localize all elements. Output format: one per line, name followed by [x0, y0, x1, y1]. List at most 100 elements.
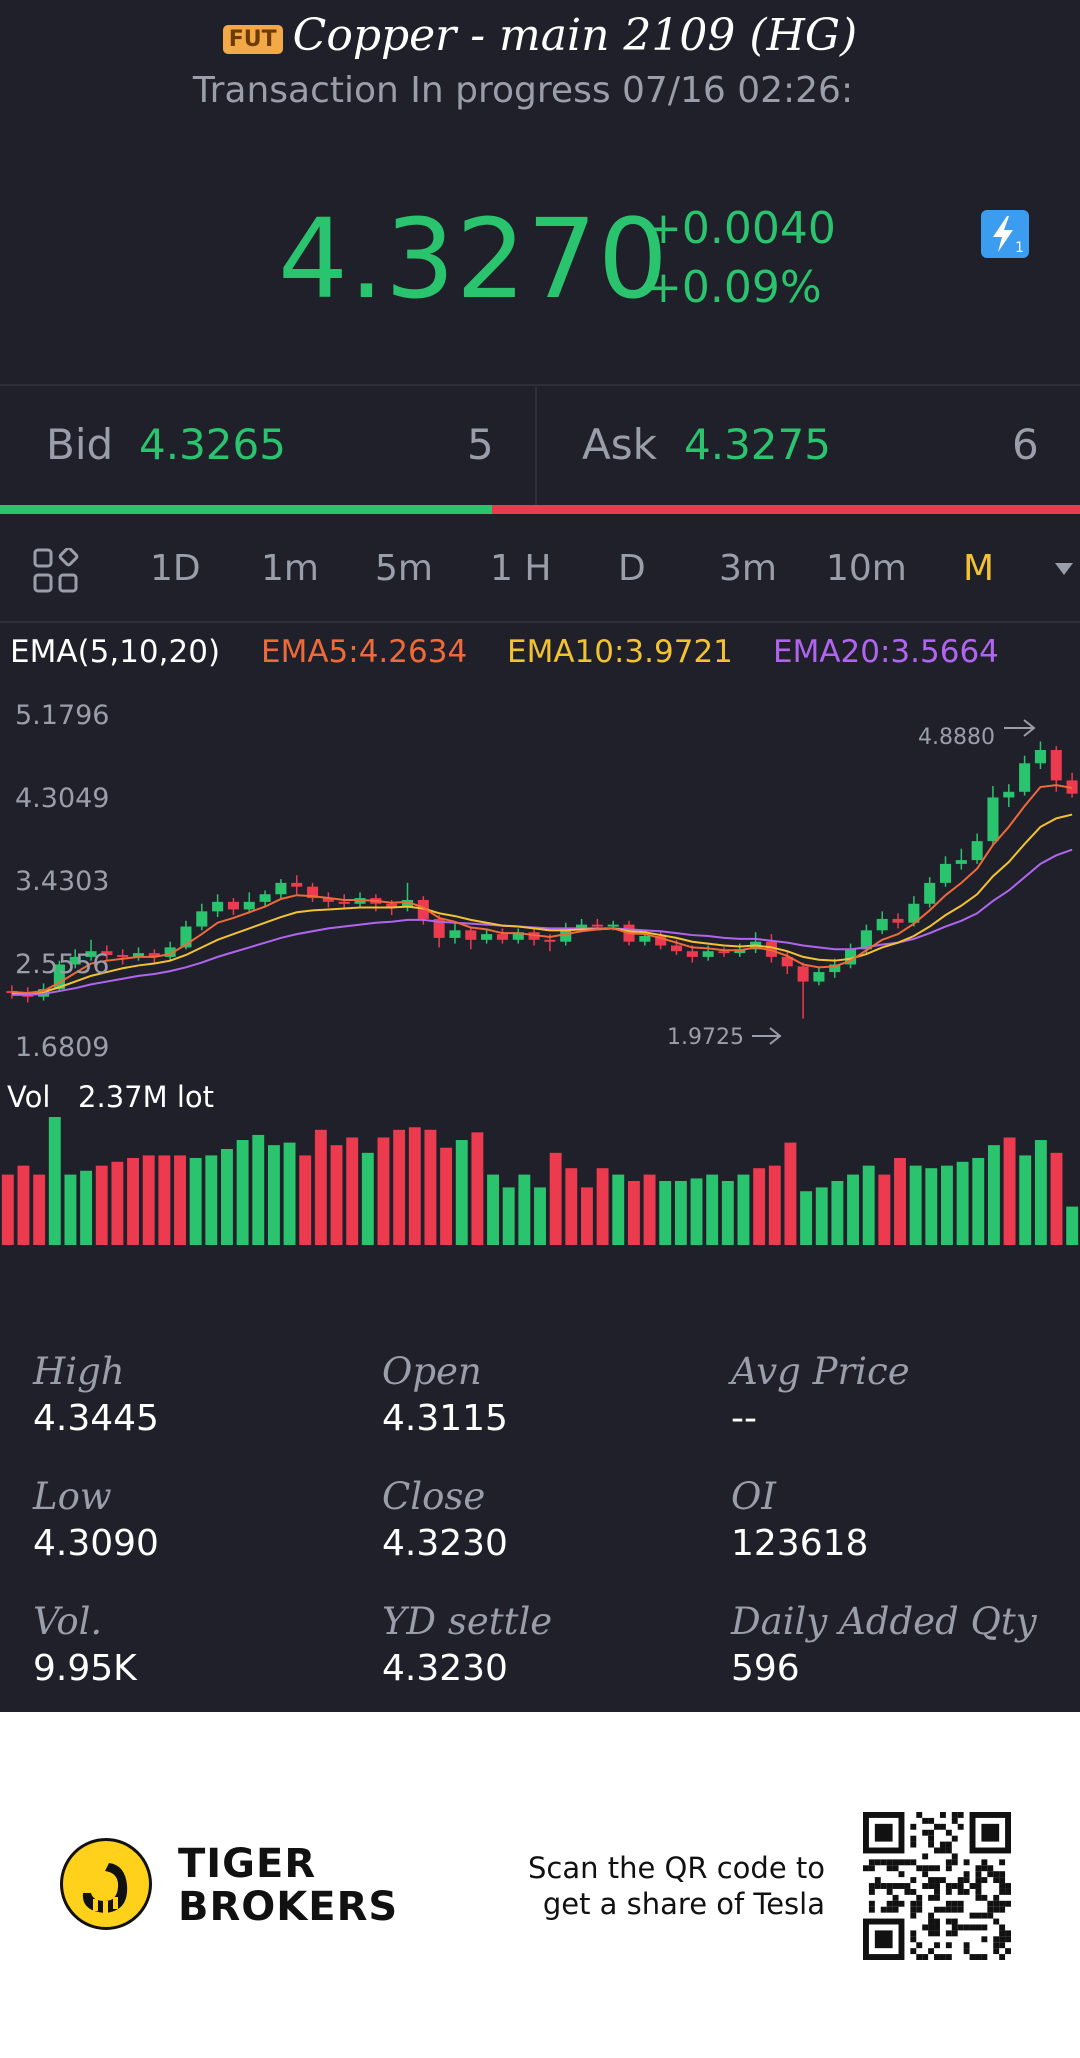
price-change-percent: +0.09% — [645, 262, 822, 313]
ask-quantity: 6 — [1012, 420, 1039, 469]
volume-bar — [612, 1174, 625, 1245]
volume-bar — [487, 1174, 499, 1245]
stat-low-label: Low — [33, 1475, 112, 1518]
stat-daily-added-value: 596 — [731, 1648, 800, 1689]
candle-body — [481, 934, 493, 940]
tab-1h[interactable]: 1 H — [490, 548, 552, 589]
volume-bar — [862, 1165, 875, 1245]
candle-body — [1034, 750, 1046, 764]
arrow-right-icon — [752, 1027, 782, 1045]
volume-bar — [1034, 1140, 1047, 1245]
volume-bar — [800, 1191, 813, 1245]
ema-indicator-label[interactable]: EMA(5,10,20) — [10, 634, 221, 670]
y-tick-label: 1.6809 — [15, 1032, 109, 1063]
volume-bar — [643, 1174, 656, 1245]
bid-label: Bid — [46, 420, 114, 469]
candle-body — [908, 903, 920, 923]
candle-body — [686, 951, 698, 957]
candle-body — [939, 863, 952, 883]
volume-bar — [361, 1152, 374, 1245]
brand-name-line2: BROKERS — [178, 1884, 399, 1930]
volume-bar — [205, 1155, 218, 1245]
volume-bar — [768, 1165, 781, 1245]
volume-bar — [158, 1155, 171, 1245]
volume-chart[interactable] — [0, 1115, 1080, 1245]
promo-text-line1: Scan the QR code to — [528, 1851, 825, 1885]
volume-bar — [753, 1168, 766, 1245]
candle-body — [702, 951, 714, 957]
candle-body — [987, 797, 999, 842]
ask-label: Ask — [582, 420, 657, 469]
volume-bar — [925, 1168, 938, 1245]
volume-bar — [596, 1168, 609, 1245]
volume-label: Vol 2.37M lot — [7, 1080, 215, 1114]
candle-body — [291, 882, 303, 887]
volume-bar — [894, 1157, 906, 1245]
stat-open-label: Open — [382, 1350, 482, 1393]
trading-status: Transaction In progress 07/16 02:26: — [192, 70, 854, 111]
volume-bar — [471, 1132, 484, 1245]
grid-layout-icon[interactable] — [33, 548, 79, 594]
volume-bar — [393, 1129, 406, 1245]
candle-body — [101, 951, 113, 955]
volume-bar — [95, 1165, 108, 1245]
candle-body — [860, 930, 872, 950]
stat-avg-price-label: Avg Price — [731, 1350, 910, 1393]
ema20-value: EMA20:3.5664 — [773, 634, 999, 670]
app-background — [0, 0, 1080, 1712]
volume-bar — [111, 1161, 124, 1245]
volume-bar — [502, 1187, 515, 1245]
tab-1d[interactable]: 1D — [150, 548, 201, 589]
volume-bar — [941, 1165, 953, 1245]
stat-yd-settle-label: YD settle — [382, 1600, 553, 1643]
instrument-title[interactable]: Copper - main 2109 (HG) — [292, 10, 858, 61]
candle-body — [829, 964, 841, 973]
volume-bar — [236, 1140, 249, 1245]
flash-order-icon[interactable]: 1 — [981, 210, 1029, 258]
volume-bar — [518, 1174, 531, 1245]
candlestick-chart[interactable]: 5.1796 4.3049 3.4303 2.5556 1.6809 4.8880 1.97… — [0, 690, 1080, 1070]
candle-body — [924, 882, 936, 904]
volume-bar — [1, 1174, 14, 1245]
candle-body — [69, 956, 81, 965]
volume-bar — [314, 1129, 327, 1245]
tab-m[interactable]: M — [963, 548, 995, 589]
tab-5m[interactable]: 5m — [375, 548, 433, 589]
volume-bar — [706, 1174, 719, 1245]
tab-d[interactable]: D — [618, 548, 646, 589]
bid-price[interactable]: 4.3265 — [139, 420, 286, 469]
candle-body — [227, 901, 239, 910]
stat-open-value: 4.3115 — [382, 1398, 508, 1439]
divider — [0, 384, 1080, 386]
tab-3m[interactable]: 3m — [719, 548, 777, 589]
volume-bar — [659, 1181, 672, 1245]
dropdown-caret-icon[interactable] — [1055, 563, 1073, 575]
header: FUT Copper - main 2109 (HG) — [0, 10, 1080, 61]
candle-body — [797, 966, 809, 982]
arrow-right-icon — [1004, 719, 1036, 737]
volume-bar — [346, 1137, 359, 1245]
candle-body — [718, 951, 730, 954]
candle-body — [180, 926, 192, 948]
volume-bar — [534, 1187, 546, 1245]
y-tick-label: 4.3049 — [15, 783, 109, 814]
tab-1m[interactable]: 1m — [261, 548, 319, 589]
stat-yd-settle-value: 4.3230 — [382, 1648, 508, 1689]
stat-oi-value: 123618 — [731, 1523, 869, 1564]
candle-body — [1003, 791, 1015, 798]
candle-body — [401, 899, 414, 908]
candle-body — [212, 901, 224, 912]
volume-value: 2.37M lot — [78, 1080, 215, 1114]
candle-body — [117, 954, 129, 957]
ema5-line — [11, 784, 1073, 994]
volume-bar — [440, 1147, 453, 1245]
ask-price[interactable]: 4.3275 — [684, 420, 831, 469]
volume-bar — [127, 1157, 139, 1245]
bid-strength-bar — [0, 505, 492, 514]
tab-10m[interactable]: 10m — [826, 548, 907, 589]
y-tick-label: 5.1796 — [15, 700, 109, 731]
volume-bar — [424, 1129, 437, 1245]
candle-body — [876, 918, 888, 931]
y-tick-label: 2.5556 — [15, 949, 109, 980]
price-change: +0.0040 — [645, 203, 836, 254]
